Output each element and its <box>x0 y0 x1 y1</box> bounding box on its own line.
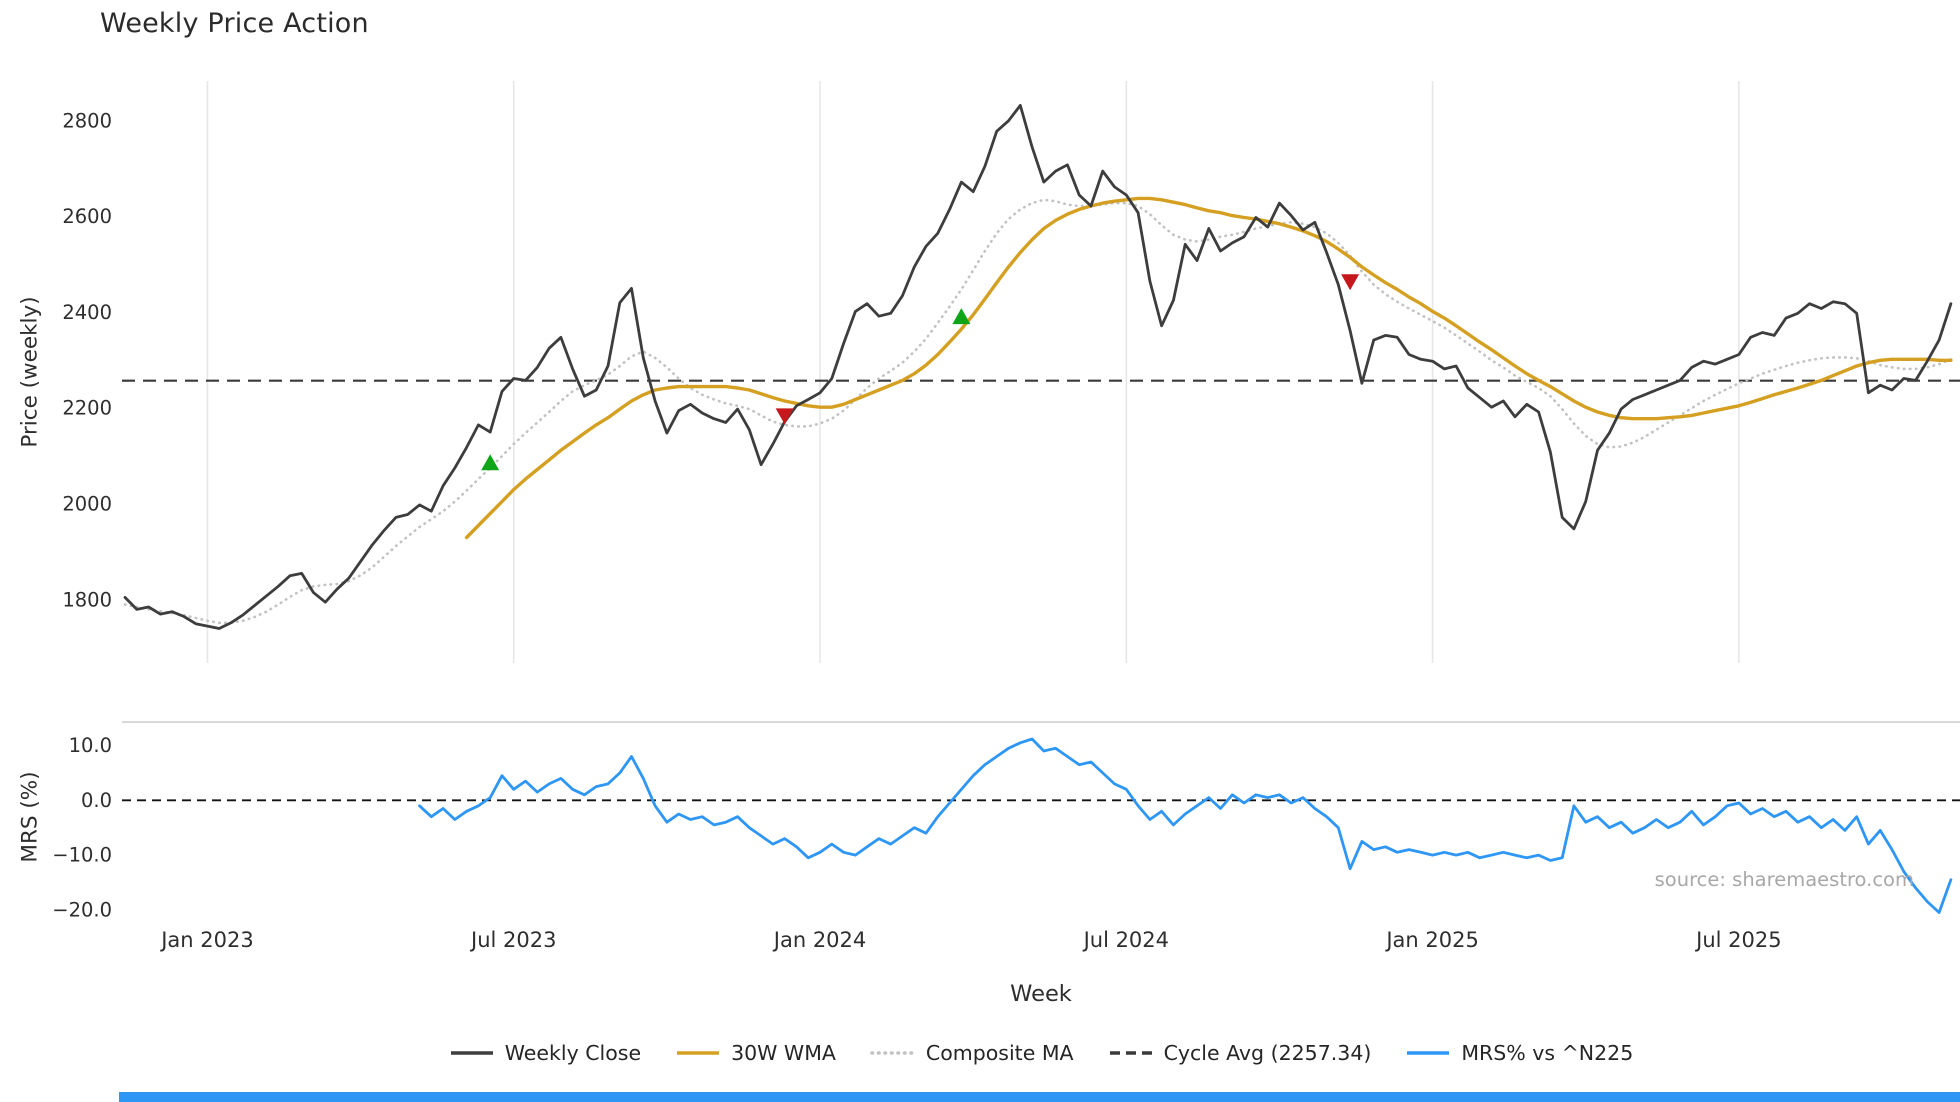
composite-ma-line <box>123 198 1953 625</box>
mrs-ytick-label: −10.0 <box>52 844 112 867</box>
price-ytick-label: 2600 <box>62 205 112 228</box>
price-ytick-label: 2000 <box>62 492 112 515</box>
legend-label-wma: 30W WMA <box>731 1041 836 1065</box>
xtick-label: Jul 2024 <box>1082 928 1169 952</box>
xtick-label: Jan 2025 <box>1384 928 1479 952</box>
buy-signal-marker <box>481 454 500 471</box>
buy-signal-marker <box>952 308 971 325</box>
legend-swatch-composite <box>870 1051 916 1055</box>
legend-item-weekly-close: Weekly Close <box>449 1041 641 1065</box>
legend-item-composite: Composite MA <box>870 1041 1074 1065</box>
price-axis-title: Price (weekly) <box>17 296 43 448</box>
legend-item-mrs: MRS% vs ^N225 <box>1405 1041 1633 1065</box>
legend-label-composite: Composite MA <box>925 1041 1074 1065</box>
weekly-close-line <box>123 104 1953 630</box>
mrs-ytick-label: −20.0 <box>52 898 112 921</box>
xtick-label: Jan 2024 <box>772 928 867 952</box>
legend-swatch-weekly-close <box>450 1051 493 1055</box>
mrs-line <box>418 737 1953 914</box>
bottom-accent-bar <box>119 1092 1960 1102</box>
legend-label-weekly-close: Weekly Close <box>504 1041 642 1065</box>
legend-item-wma: 30W WMA <box>675 1041 836 1065</box>
sell-signal-marker <box>1341 274 1360 291</box>
legend-swatch-mrs <box>1407 1051 1450 1055</box>
xtick-label: Jul 2025 <box>1694 928 1781 952</box>
x-axis-title: Week <box>1010 981 1072 1007</box>
price-ytick-label: 2400 <box>62 301 112 324</box>
chart-title: Weekly Price Action <box>100 8 369 39</box>
wma-line <box>464 196 1953 540</box>
legend-item-cycle-avg: Cycle Avg (2257.34) <box>1108 1041 1372 1065</box>
sell-signal-marker <box>775 408 794 425</box>
mrs-ytick-label: 0.0 <box>81 789 112 812</box>
legend-label-mrs: MRS% vs ^N225 <box>1461 1041 1634 1065</box>
source-credit: source: sharemaestro.com <box>1654 868 1914 891</box>
xtick-label: Jan 2023 <box>159 928 254 952</box>
mrs-axis-title: MRS (%) <box>17 771 43 863</box>
legend-label-cycle-avg: Cycle Avg (2257.34) <box>1163 1041 1372 1065</box>
legend-swatch-wma <box>677 1051 720 1055</box>
xtick-label: Jul 2023 <box>469 928 556 952</box>
mrs-ytick-label: 10.0 <box>69 734 112 757</box>
price-ytick-label: 1800 <box>62 588 112 611</box>
price-ytick-label: 2200 <box>62 397 112 420</box>
chart-legend: Weekly Close 30W WMA Composite MA Cycle Avg… <box>122 1038 1960 1068</box>
price-ytick-label: 2800 <box>62 109 112 132</box>
legend-swatch-cycle-avg <box>1109 1051 1152 1055</box>
